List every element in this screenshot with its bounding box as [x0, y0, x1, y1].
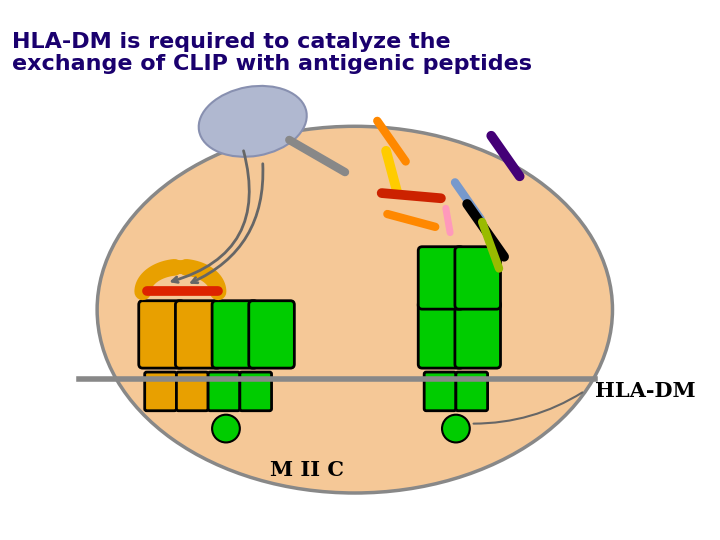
Ellipse shape — [97, 126, 613, 493]
FancyBboxPatch shape — [249, 301, 294, 368]
FancyBboxPatch shape — [240, 372, 271, 411]
FancyBboxPatch shape — [139, 301, 184, 368]
FancyBboxPatch shape — [455, 301, 500, 368]
FancyBboxPatch shape — [424, 372, 456, 411]
Text: HLA-DM is required to catalyze the: HLA-DM is required to catalyze the — [12, 32, 451, 52]
Circle shape — [442, 415, 469, 442]
Text: exchange of CLIP with antigenic peptides: exchange of CLIP with antigenic peptides — [12, 54, 532, 74]
FancyBboxPatch shape — [208, 372, 240, 411]
FancyBboxPatch shape — [145, 372, 176, 411]
Text: HLA-DM: HLA-DM — [595, 381, 696, 401]
FancyBboxPatch shape — [212, 301, 258, 368]
FancyBboxPatch shape — [456, 372, 487, 411]
Circle shape — [212, 415, 240, 442]
FancyBboxPatch shape — [455, 247, 500, 309]
FancyBboxPatch shape — [176, 372, 208, 411]
FancyBboxPatch shape — [176, 301, 221, 368]
FancyBboxPatch shape — [418, 247, 464, 309]
FancyBboxPatch shape — [418, 301, 464, 368]
Text: M II C: M II C — [270, 460, 344, 480]
Ellipse shape — [199, 86, 307, 157]
